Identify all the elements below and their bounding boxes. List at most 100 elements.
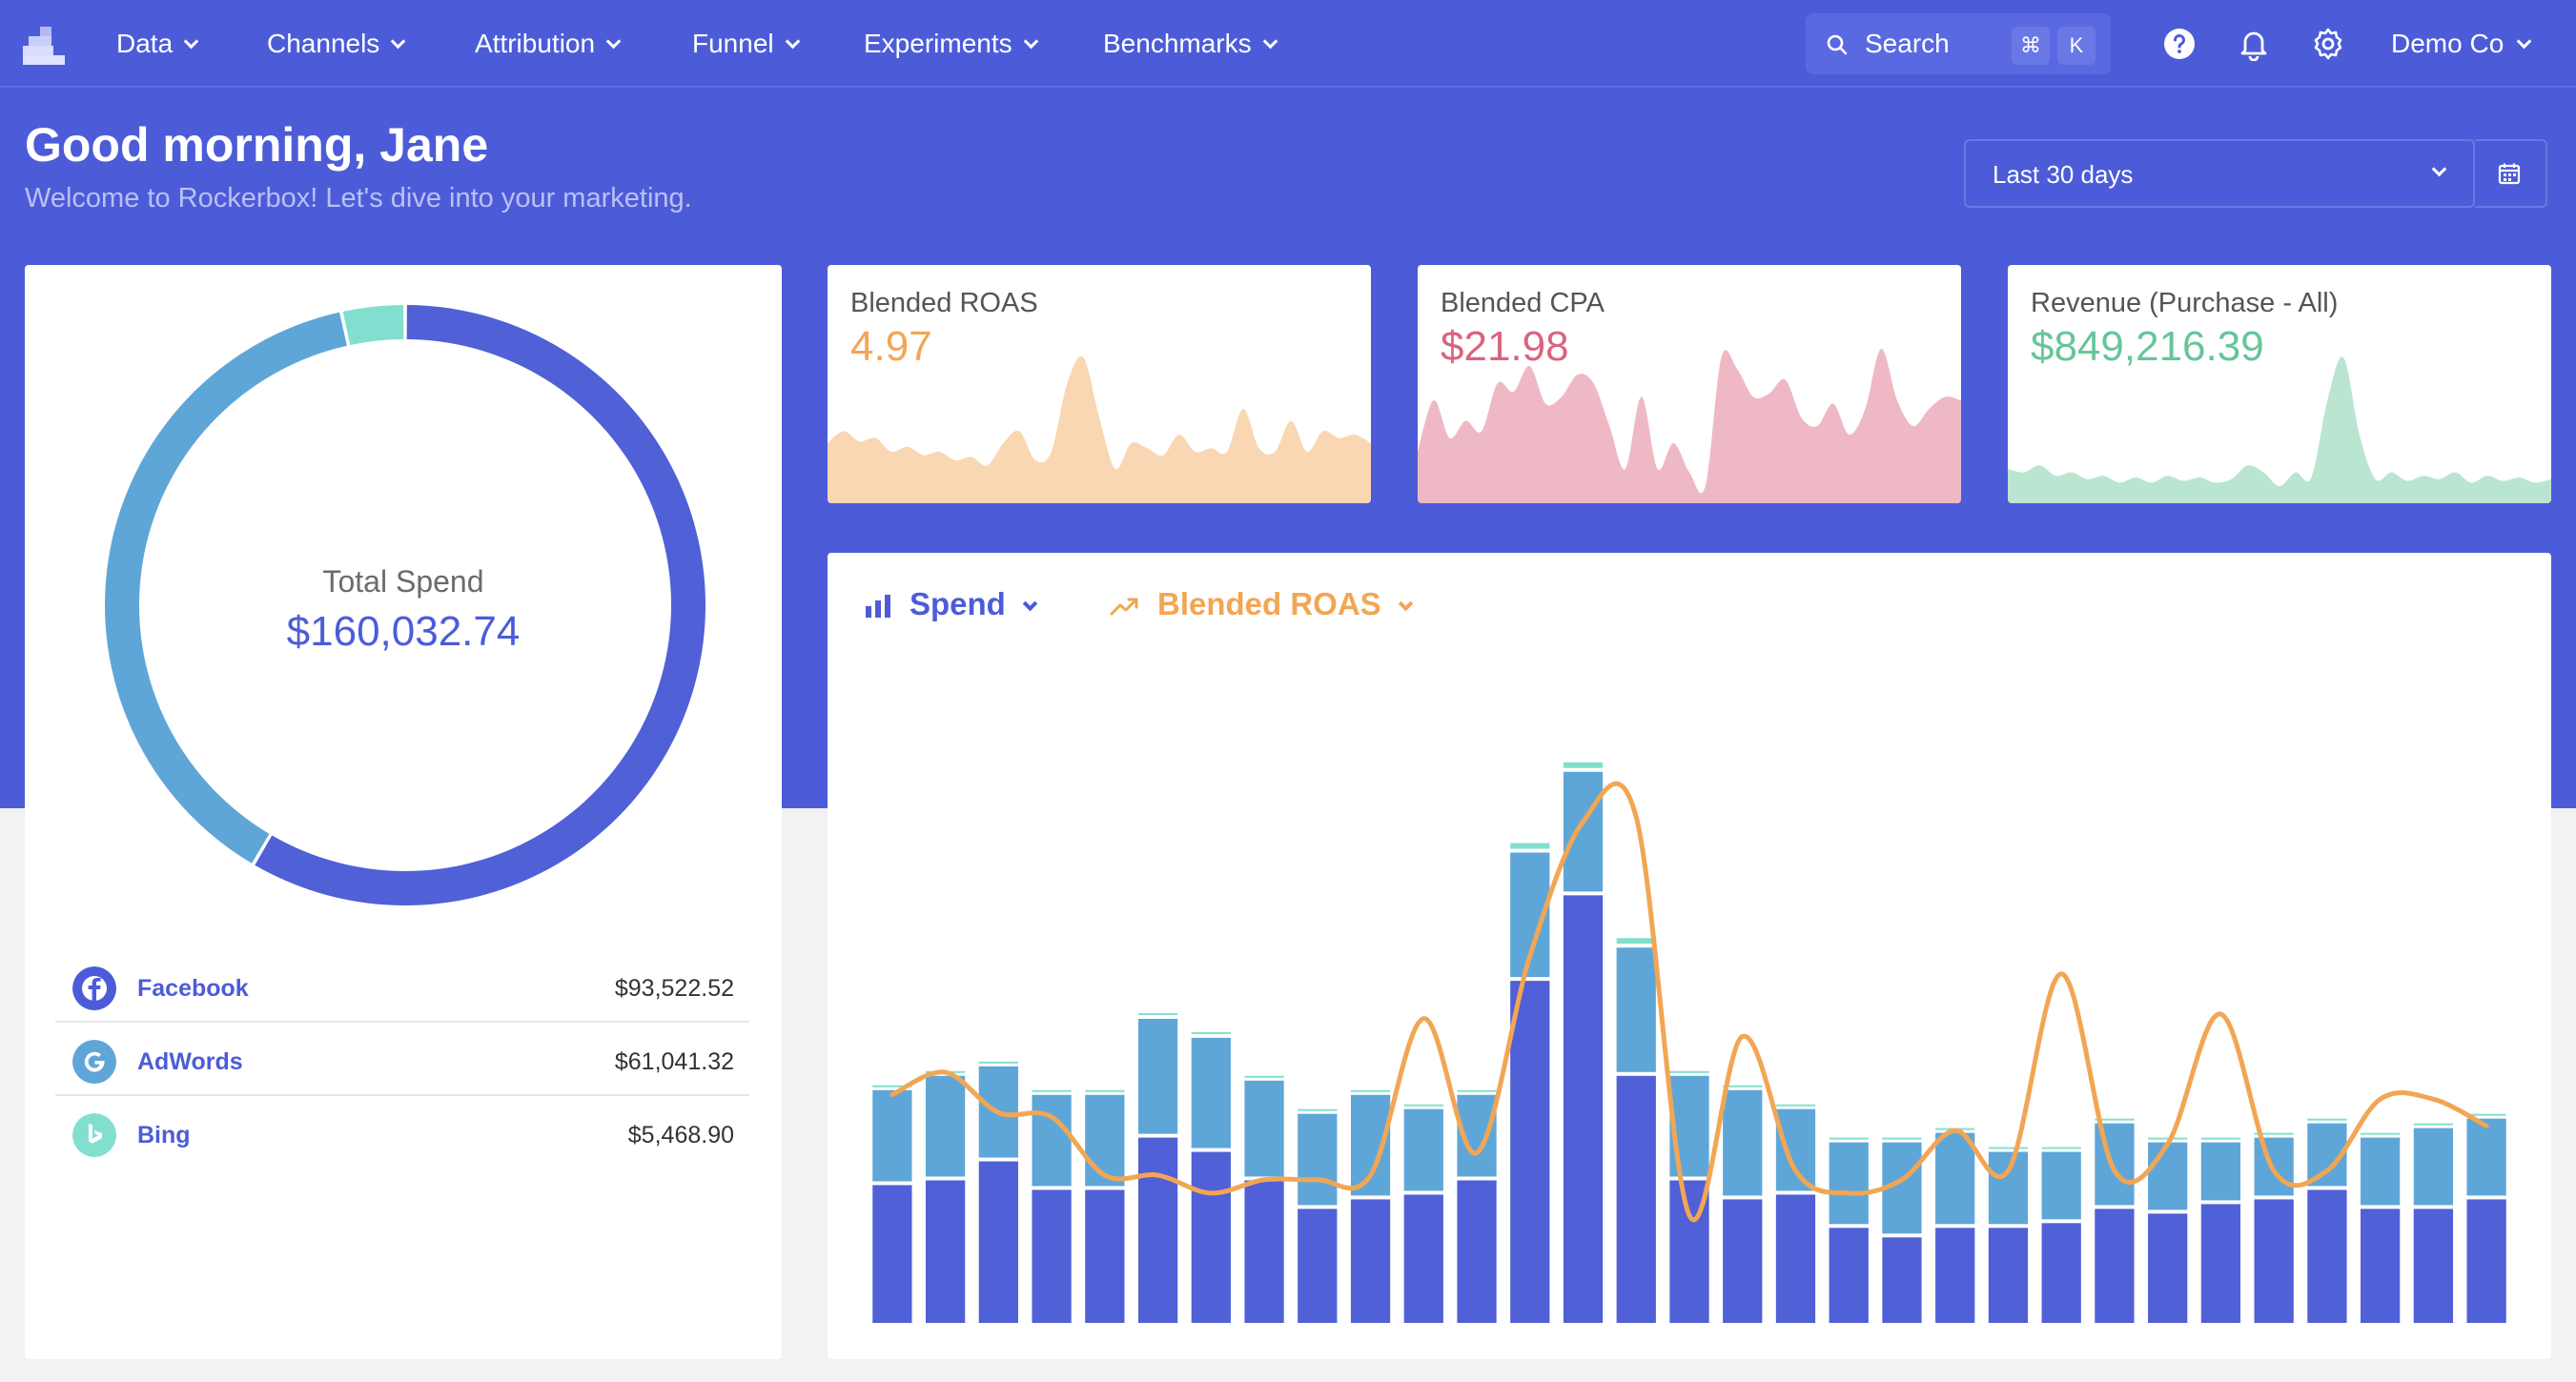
bar-bing[interactable] bbox=[2413, 1123, 2454, 1126]
bar-facebook[interactable] bbox=[2095, 1209, 2135, 1323]
bar-facebook[interactable] bbox=[1829, 1228, 1869, 1323]
bar-facebook[interactable] bbox=[925, 1180, 966, 1323]
bar-bing[interactable] bbox=[2041, 1147, 2081, 1149]
bar-adwords[interactable] bbox=[1244, 1080, 1284, 1177]
bar-facebook[interactable] bbox=[1723, 1199, 1763, 1323]
bar-bing[interactable] bbox=[1988, 1147, 2029, 1149]
donut-slice-adwords[interactable] bbox=[105, 312, 347, 864]
bar-adwords[interactable] bbox=[925, 1075, 966, 1177]
date-range-select[interactable]: Last 30 days bbox=[1964, 139, 2475, 208]
calendar-button[interactable] bbox=[2475, 139, 2547, 208]
bar-facebook[interactable] bbox=[1616, 1075, 1656, 1323]
bar-facebook[interactable] bbox=[1457, 1180, 1497, 1323]
settings-gear-icon[interactable] bbox=[2311, 27, 2345, 61]
bar-adwords[interactable] bbox=[1988, 1151, 2029, 1225]
bar-facebook[interactable] bbox=[1137, 1137, 1178, 1323]
bar-adwords[interactable] bbox=[2466, 1118, 2506, 1196]
bar-facebook[interactable] bbox=[1935, 1228, 1975, 1323]
bar-facebook[interactable] bbox=[2307, 1189, 2347, 1323]
bar-adwords[interactable] bbox=[1137, 1018, 1178, 1134]
bar-facebook[interactable] bbox=[872, 1185, 912, 1323]
nav-benchmarks[interactable]: Benchmarks bbox=[1103, 25, 1278, 63]
bar-adwords[interactable] bbox=[1829, 1142, 1869, 1225]
bar-bing[interactable] bbox=[1298, 1108, 1338, 1111]
bar-facebook[interactable] bbox=[2200, 1204, 2241, 1323]
bar-adwords[interactable] bbox=[2200, 1142, 2241, 1201]
bar-bing[interactable] bbox=[1457, 1089, 1497, 1092]
bar-bing[interactable] bbox=[2148, 1137, 2188, 1140]
bar-adwords[interactable] bbox=[2413, 1128, 2454, 1206]
nav-experiments[interactable]: Experiments bbox=[864, 25, 1038, 63]
bar-facebook[interactable] bbox=[2041, 1223, 2081, 1323]
bar-facebook[interactable] bbox=[2361, 1209, 2401, 1323]
bar-bing[interactable] bbox=[1510, 843, 1550, 849]
bar-adwords[interactable] bbox=[1298, 1113, 1338, 1206]
bar-bing[interactable] bbox=[1350, 1089, 1391, 1092]
bar-bing[interactable] bbox=[1244, 1075, 1284, 1078]
bar-bing[interactable] bbox=[978, 1061, 1018, 1064]
bar-facebook[interactable] bbox=[1191, 1151, 1231, 1323]
channel-row-adwords[interactable]: AdWords $61,041.32 bbox=[55, 1023, 749, 1096]
nav-funnel[interactable]: Funnel bbox=[692, 25, 800, 63]
bar-bing[interactable] bbox=[872, 1085, 912, 1087]
roas-metric-select[interactable]: Blended ROAS bbox=[1110, 581, 1413, 627]
bar-bing[interactable] bbox=[2361, 1132, 2401, 1135]
nav-data[interactable]: Data bbox=[116, 25, 199, 63]
search-input[interactable]: Search ⌘ K bbox=[1806, 13, 2111, 74]
nav-channels[interactable]: Channels bbox=[267, 25, 406, 63]
blended-roas-line[interactable] bbox=[889, 781, 2489, 1223]
bar-bing[interactable] bbox=[1085, 1089, 1125, 1092]
bar-adwords[interactable] bbox=[872, 1089, 912, 1182]
channel-row-facebook[interactable]: Facebook $93,522.52 bbox=[55, 949, 749, 1023]
bar-adwords[interactable] bbox=[2361, 1137, 2401, 1206]
bar-facebook[interactable] bbox=[1298, 1209, 1338, 1323]
bar-adwords[interactable] bbox=[1085, 1094, 1125, 1187]
bar-adwords[interactable] bbox=[2041, 1151, 2081, 1220]
bar-facebook[interactable] bbox=[1403, 1194, 1443, 1323]
bar-adwords[interactable] bbox=[1616, 947, 1656, 1072]
notifications-bell-icon[interactable] bbox=[2237, 27, 2271, 61]
bar-bing[interactable] bbox=[1616, 938, 1656, 945]
bar-facebook[interactable] bbox=[1350, 1199, 1391, 1323]
donut-slice-bing[interactable] bbox=[342, 305, 404, 346]
bar-adwords[interactable] bbox=[1403, 1108, 1443, 1191]
rockerbox-logo-icon[interactable] bbox=[23, 27, 65, 65]
bar-facebook[interactable] bbox=[978, 1161, 1018, 1323]
bar-facebook[interactable] bbox=[2413, 1209, 2454, 1323]
bar-bing[interactable] bbox=[1137, 1013, 1178, 1016]
bar-bing[interactable] bbox=[1032, 1089, 1072, 1092]
bar-bing[interactable] bbox=[1191, 1031, 1231, 1034]
bar-facebook[interactable] bbox=[1032, 1189, 1072, 1323]
bar-facebook[interactable] bbox=[2148, 1213, 2188, 1323]
bar-adwords[interactable] bbox=[1723, 1089, 1763, 1196]
bar-facebook[interactable] bbox=[1244, 1180, 1284, 1323]
bar-adwords[interactable] bbox=[1563, 771, 1604, 892]
bar-bing[interactable] bbox=[1723, 1085, 1763, 1087]
channel-row-bing[interactable]: Bing $5,468.90 bbox=[55, 1096, 749, 1169]
bar-bing[interactable] bbox=[1829, 1137, 1869, 1140]
bar-facebook[interactable] bbox=[1563, 895, 1604, 1323]
bar-facebook[interactable] bbox=[2466, 1199, 2506, 1323]
bar-adwords[interactable] bbox=[1935, 1132, 1975, 1225]
bar-bing[interactable] bbox=[2095, 1118, 2135, 1121]
channel-name[interactable]: Facebook bbox=[137, 975, 249, 1002]
bar-facebook[interactable] bbox=[1882, 1237, 1922, 1323]
bar-adwords[interactable] bbox=[2148, 1142, 2188, 1210]
bar-facebook[interactable] bbox=[1775, 1194, 1816, 1323]
bar-facebook[interactable] bbox=[1510, 981, 1550, 1323]
bar-bing[interactable] bbox=[1563, 762, 1604, 768]
bar-adwords[interactable] bbox=[1191, 1037, 1231, 1148]
bar-bing[interactable] bbox=[2466, 1113, 2506, 1116]
account-menu[interactable]: Demo Co bbox=[2391, 25, 2532, 63]
bar-facebook[interactable] bbox=[1988, 1228, 2029, 1323]
bar-adwords[interactable] bbox=[1775, 1108, 1816, 1191]
donut-slice-facebook[interactable] bbox=[255, 305, 705, 905]
bar-facebook[interactable] bbox=[1085, 1189, 1125, 1323]
bar-bing[interactable] bbox=[1403, 1104, 1443, 1107]
channel-name[interactable]: Bing bbox=[137, 1122, 191, 1148]
spend-metric-select[interactable]: Spend bbox=[866, 581, 1038, 627]
bar-bing[interactable] bbox=[2254, 1132, 2294, 1135]
bar-bing[interactable] bbox=[2307, 1118, 2347, 1121]
help-icon[interactable] bbox=[2162, 27, 2197, 61]
bar-facebook[interactable] bbox=[2254, 1199, 2294, 1323]
